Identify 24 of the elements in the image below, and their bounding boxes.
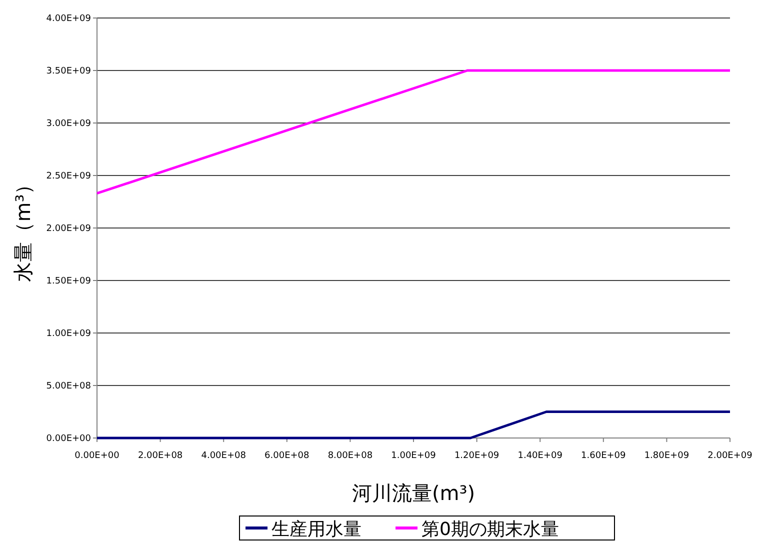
y-tick-label: 3.00E+09 <box>46 119 92 130</box>
x-tick-label: 2.00E+08 <box>138 451 183 461</box>
x-axis-title: 河川流量(m³) <box>352 481 476 505</box>
x-tick-label: 4.00E+08 <box>201 451 246 461</box>
y-tick-label: 2.50E+09 <box>46 172 92 182</box>
y-tick-label: 0.00E+00 <box>46 434 92 444</box>
x-tick-label: 6.00E+08 <box>264 451 310 461</box>
legend-label: 第0期の期末水量 <box>422 519 559 540</box>
y-axis-title: 水量（m³） <box>11 174 35 282</box>
x-tick-label: 1.00E+09 <box>391 451 436 461</box>
y-tick-label: 1.50E+09 <box>46 276 92 287</box>
x-tick-label: 8.00E+08 <box>328 451 373 461</box>
x-tick-label: 1.40E+09 <box>518 451 563 461</box>
x-tick-label: 0.00E+00 <box>74 451 120 461</box>
legend-label: 生産用水量 <box>272 519 362 540</box>
y-tick-label: 1.00E+09 <box>46 329 92 340</box>
y-tick-label: 2.00E+09 <box>46 224 92 234</box>
x-tick-label: 2.00E+09 <box>708 451 753 461</box>
x-tick-label: 1.20E+09 <box>454 451 500 461</box>
y-tick-label: 5.00E+08 <box>46 382 92 392</box>
x-tick-label: 1.80E+09 <box>644 451 690 461</box>
y-tick-label: 4.00E+09 <box>46 14 92 24</box>
y-tick-label: 3.50E+09 <box>46 66 92 77</box>
x-tick-label: 1.60E+09 <box>581 451 626 461</box>
